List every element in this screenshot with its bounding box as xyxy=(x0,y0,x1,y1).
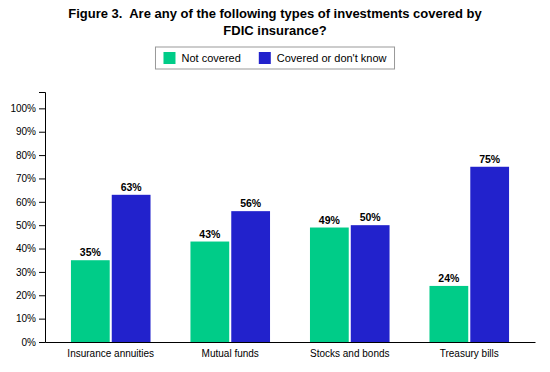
axis-line xyxy=(39,93,46,343)
axis-line xyxy=(46,342,536,343)
tick: 30% xyxy=(16,267,45,278)
tick-mark xyxy=(39,225,45,226)
tick-label: Treasury bills xyxy=(440,348,499,359)
legend-item: Not covered xyxy=(163,52,240,64)
tick-label: 50% xyxy=(16,220,36,231)
tick-label: 40% xyxy=(16,243,36,254)
legend: Not covered Covered or don't know xyxy=(155,47,394,69)
tick-mark xyxy=(39,108,45,109)
chart: Figure 3. Are any of the following types… xyxy=(0,0,550,372)
chart-container: Figure 3. Are any of the following types… xyxy=(0,0,550,372)
tick-mark xyxy=(39,132,45,133)
tick: 90% xyxy=(16,126,45,137)
bar xyxy=(310,228,349,342)
tick: 70% xyxy=(16,173,45,184)
tick: 50% xyxy=(16,220,45,231)
bar xyxy=(429,286,468,342)
data-label: 24% xyxy=(438,272,460,284)
x-axis: Insurance annuities Mutual funds Stocks an… xyxy=(46,343,536,360)
tick: Treasury bills xyxy=(440,348,499,359)
legend-item: Covered or don't know xyxy=(259,52,387,64)
data-label: 43% xyxy=(199,228,221,240)
tick-label: 10% xyxy=(16,313,36,324)
legend-frame xyxy=(155,47,394,69)
tick-label: Stocks and bonds xyxy=(310,348,390,359)
bar xyxy=(112,195,151,342)
data-label: 56% xyxy=(240,197,262,209)
tick-mark xyxy=(39,202,45,203)
bar xyxy=(231,211,270,342)
tick-label: 90% xyxy=(16,126,36,137)
tick-label: 100% xyxy=(10,103,36,114)
tick-label: Insurance annuities xyxy=(67,348,154,359)
data-label: 63% xyxy=(121,181,143,193)
data-label: 75% xyxy=(479,153,501,165)
bar xyxy=(351,225,390,342)
bar xyxy=(71,260,110,342)
bar xyxy=(190,242,229,342)
tick: Mutual funds xyxy=(202,348,259,359)
tick-label: 60% xyxy=(16,197,36,208)
tick: 40% xyxy=(16,243,45,254)
tick-label: Mutual funds xyxy=(202,348,259,359)
tick-label: 0% xyxy=(22,337,37,348)
tick-label: 80% xyxy=(16,150,36,161)
tick-mark xyxy=(39,272,45,273)
legend-swatch xyxy=(163,52,175,64)
title: Figure 3. Are any of the following types… xyxy=(68,6,482,38)
data-labels: 35% 43% 49% 24% 63% 56% 50% 75% xyxy=(80,153,501,284)
tick-mark xyxy=(39,249,45,250)
tick-mark xyxy=(39,155,45,156)
tick-mark xyxy=(39,295,45,296)
tick: 60% xyxy=(16,197,45,208)
tick: 20% xyxy=(16,290,45,301)
plot: 0% 10% 20% 30% 40% 50% 60% 70% 80% 90% 100% Insuran… xyxy=(10,93,535,360)
tick-mark xyxy=(39,342,45,343)
tick: 0% xyxy=(22,337,45,348)
series xyxy=(112,167,509,342)
data-label: 35% xyxy=(80,246,102,258)
legend-swatch xyxy=(259,52,271,64)
data-label: 49% xyxy=(319,214,341,226)
tick-mark xyxy=(39,178,45,179)
tick: Stocks and bonds xyxy=(310,348,390,359)
tick-label: 70% xyxy=(16,173,36,184)
tick: 10% xyxy=(16,313,45,324)
tick: Insurance annuities xyxy=(67,348,154,359)
bar xyxy=(470,167,509,342)
legend-label: Not covered xyxy=(181,52,240,64)
legend-label: Covered or don't know xyxy=(277,52,387,64)
tick: 100% xyxy=(10,103,45,114)
bars xyxy=(71,167,509,342)
y-axis: 0% 10% 20% 30% 40% 50% 60% 70% 80% 90% 100% xyxy=(10,93,45,348)
tick-label: 20% xyxy=(16,290,36,301)
tick-label: 30% xyxy=(16,267,36,278)
data-label: 50% xyxy=(360,211,382,223)
tick: 80% xyxy=(16,150,45,161)
tick-mark xyxy=(39,319,45,320)
